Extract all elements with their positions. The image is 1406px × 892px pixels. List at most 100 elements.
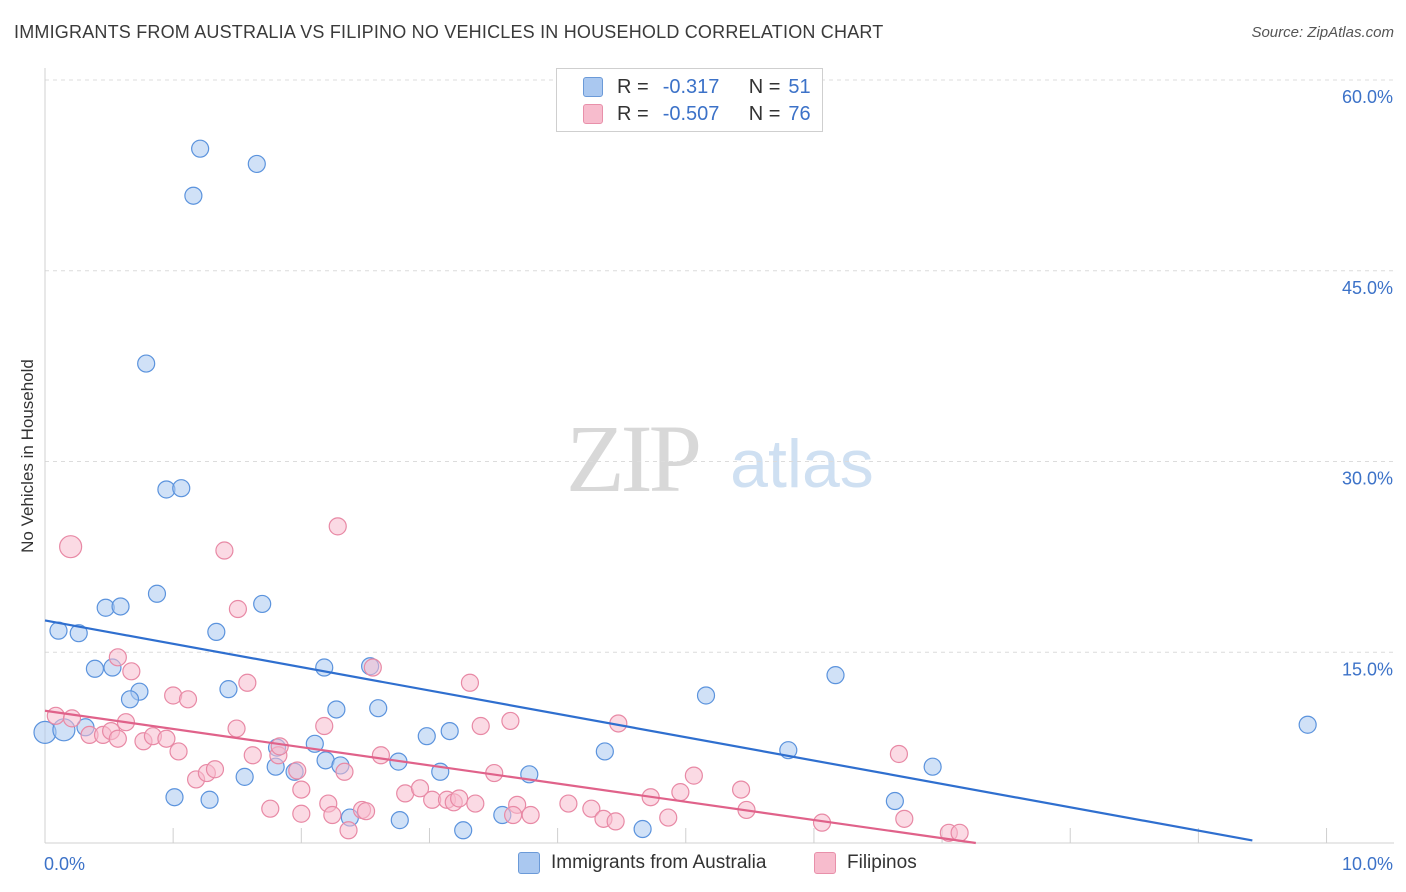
australia-point — [440, 721, 459, 741]
filipino-point — [169, 742, 188, 761]
australia-point — [137, 354, 156, 373]
filipino-point — [559, 794, 578, 813]
filipino-point — [460, 673, 480, 692]
filipino-point — [59, 535, 83, 559]
australia-point — [595, 742, 614, 761]
watermark: ZIP atlas — [566, 405, 874, 512]
legend-label: Filipinos — [847, 852, 917, 873]
australia-point — [219, 680, 238, 699]
australia-point — [454, 821, 473, 840]
filipino-point — [731, 780, 751, 799]
filipino-point — [895, 809, 914, 828]
filipino-point — [292, 804, 311, 823]
australia-point — [120, 690, 140, 709]
australia-point — [253, 594, 272, 614]
r-value: -0.317 — [662, 75, 720, 98]
r-label: R = — [617, 102, 649, 125]
filipino-point — [108, 648, 127, 667]
australia-trend-line — [44, 619, 1253, 842]
filipino-point — [164, 686, 183, 705]
australia-swatch — [583, 77, 603, 97]
filipino-point — [582, 799, 601, 818]
australia-point — [147, 584, 167, 603]
x-tick-label: 10.0% — [1342, 854, 1393, 874]
filipino-point — [371, 746, 391, 765]
x-tick-label: 0.0% — [44, 854, 85, 874]
filipino-point — [122, 662, 141, 681]
australia-point — [165, 788, 184, 807]
filipino-point — [684, 766, 703, 785]
axes — [44, 68, 1394, 844]
grid-lines — [45, 79, 1394, 653]
australia-point — [1298, 715, 1317, 734]
n-value: 51 — [788, 75, 811, 98]
filipino-point — [410, 779, 430, 798]
n-label: N = — [748, 102, 781, 125]
filipino-point — [521, 805, 540, 825]
y-tick-label: 60.0% — [1342, 87, 1393, 107]
filipino-point — [471, 716, 490, 736]
australia-point — [172, 479, 191, 498]
australia-point — [417, 727, 436, 746]
watermark-atlas: atlas — [730, 426, 874, 502]
n-label: N = — [748, 75, 781, 98]
filipinos-points — [46, 517, 969, 842]
australia-point — [184, 186, 203, 205]
australia-point — [200, 790, 219, 809]
filipino-point — [328, 517, 347, 536]
y-tick-label: 45.0% — [1342, 278, 1393, 298]
filipino-point — [288, 761, 307, 780]
source-credit: Source: ZipAtlas.com — [1251, 24, 1394, 41]
filipino-point — [363, 658, 382, 677]
australia-point — [327, 700, 346, 719]
watermark-zip: ZIP — [566, 405, 699, 512]
filipino-point — [227, 719, 246, 738]
filipino-point — [889, 744, 909, 764]
australia-point — [235, 767, 254, 786]
filipino-point — [659, 808, 678, 827]
filipino-point — [238, 673, 257, 692]
y-tick-label: 30.0% — [1342, 469, 1393, 489]
australia-points — [33, 139, 1317, 840]
legend-label: Immigrants from Australia — [551, 852, 767, 873]
filipino-point — [671, 783, 690, 802]
australia-point — [826, 666, 845, 685]
australia-point — [633, 819, 652, 839]
data-points — [33, 139, 1317, 842]
australia-point — [191, 139, 210, 158]
legend-item-australia[interactable]: Immigrants from Australia — [518, 852, 766, 874]
australia-point — [885, 791, 904, 811]
y-tick-label: 15.0% — [1342, 659, 1393, 679]
stats-legend: R = -0.317 N = 51 R = -0.507 N = 76 — [556, 68, 823, 132]
filipino-point — [504, 805, 523, 825]
filipino-point — [46, 706, 65, 725]
filipino-point — [323, 805, 342, 825]
r-value: -0.507 — [662, 102, 720, 125]
australia-point — [390, 811, 409, 830]
filipino-point — [178, 690, 198, 709]
chart-title: IMMIGRANTS FROM AUSTRALIA VS FILIPINO NO… — [14, 22, 884, 42]
filipino-point — [335, 762, 354, 781]
legend-item-filipinos[interactable]: Filipinos — [814, 852, 917, 874]
australia-point — [247, 154, 266, 174]
australia-legend-swatch — [518, 852, 540, 874]
filipino-point — [205, 760, 225, 779]
r-label: R = — [617, 75, 649, 98]
legend-row-filipinos: R = -0.507 N = 76 — [583, 102, 811, 126]
filipino-point — [215, 541, 234, 560]
filipinos-legend-swatch — [814, 852, 836, 874]
filipino-point — [315, 716, 334, 736]
australia-point — [923, 757, 942, 776]
australia-point — [207, 622, 226, 642]
filipino-point — [108, 729, 127, 748]
filipinos-trend-line — [44, 709, 976, 845]
filipino-point — [501, 711, 520, 731]
filipino-point — [157, 729, 176, 748]
filipino-point — [292, 780, 311, 799]
legend-row-australia: R = -0.317 N = 51 — [583, 75, 811, 99]
australia-point — [111, 597, 130, 616]
filipino-point — [450, 789, 469, 808]
filipinos-swatch — [583, 104, 603, 124]
tick-labels: 15.0% 30.0% 45.0% 60.0% 0.0% 10.0% — [44, 87, 1393, 874]
